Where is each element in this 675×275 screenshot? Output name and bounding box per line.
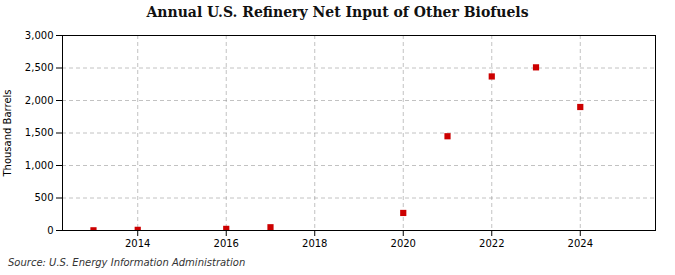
- html-text:Source: U.S. Energy Informatio: Source: U.S. Energy Information Administ…: [8, 257, 246, 268]
- svg-text:500: 500: [34, 192, 53, 203]
- svg-text:2024: 2024: [568, 238, 593, 249]
- svg-text:0: 0: [47, 225, 53, 236]
- svg-text:2020: 2020: [391, 238, 416, 249]
- svg-text:2,000: 2,000: [25, 95, 54, 106]
- svg-text:2014: 2014: [125, 238, 150, 249]
- svg-text:2016: 2016: [214, 238, 239, 249]
- svg-text:1,000: 1,000: [25, 160, 54, 171]
- svg-text:Thousand Barrels: Thousand Barrels: [2, 89, 13, 177]
- svg-text:3,000: 3,000: [25, 30, 54, 41]
- svg-text:2,500: 2,500: [25, 62, 54, 73]
- svg-text:2022: 2022: [479, 238, 504, 249]
- svg-text:1,500: 1,500: [25, 127, 54, 138]
- svg-text:2018: 2018: [302, 238, 327, 249]
- html-text:Annual U.S. Refinery Net Input: Annual U.S. Refinery Net Input of Other …: [146, 4, 529, 20]
